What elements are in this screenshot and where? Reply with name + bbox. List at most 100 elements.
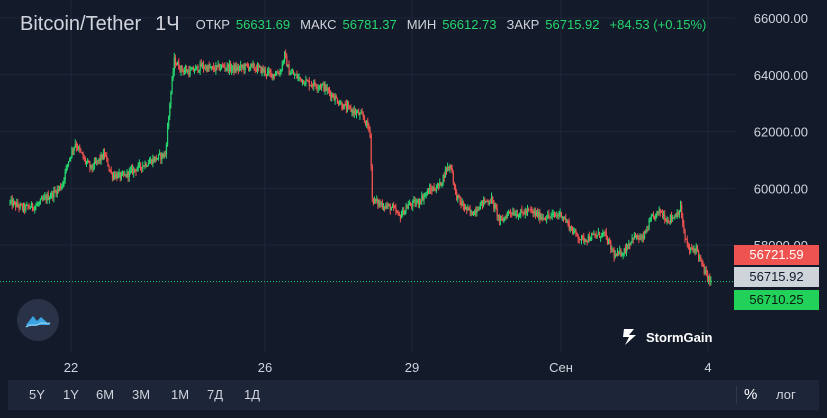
candle-body (335, 96, 337, 99)
range-button-6m[interactable]: 6M (96, 387, 115, 402)
candle-body (213, 66, 215, 70)
candle-body (683, 224, 685, 231)
candle-body (334, 96, 336, 101)
candle-body (18, 206, 20, 208)
candle-body (639, 237, 641, 240)
symbol-legend: Bitcoin/Tether 1Ч ОТКР 56631.69 МАКС 567… (20, 12, 716, 36)
candle-body (665, 220, 667, 222)
candle-body (555, 215, 557, 217)
candle-body (624, 248, 627, 253)
candle-body (195, 66, 197, 71)
candle-body (258, 65, 260, 67)
candle-body (447, 166, 449, 171)
candle-body (296, 74, 298, 79)
interval-label[interactable]: 1Ч (155, 12, 180, 35)
candle-body (270, 72, 272, 74)
candle-body (361, 112, 363, 115)
candle-body (674, 215, 676, 219)
candle-body (345, 104, 348, 110)
candle-body (133, 168, 135, 174)
candle-body (295, 74, 297, 76)
candle-body (243, 66, 245, 70)
candle-body (298, 77, 300, 79)
candle-body (245, 63, 247, 65)
candle-body (322, 83, 324, 85)
candle-body (469, 209, 471, 213)
logo-button[interactable] (17, 299, 59, 341)
candle-body (371, 166, 373, 199)
range-button-1y[interactable]: 1Y (63, 387, 79, 402)
candle-body (206, 66, 208, 72)
time-axis-label: 22 (64, 360, 78, 375)
log-scale-toggle[interactable]: лог (776, 387, 796, 402)
price-axis-label: 60000.00 (754, 181, 808, 196)
candle-body (300, 78, 303, 83)
candle-body (140, 163, 142, 168)
candle-body (106, 156, 108, 159)
candle-body (628, 243, 630, 249)
candle-body (590, 239, 592, 241)
candle-body (186, 69, 188, 73)
candle-body (461, 203, 463, 206)
candle-body (352, 110, 354, 114)
candle-body (611, 248, 613, 250)
candle-body (307, 80, 309, 82)
candle-body (84, 158, 87, 163)
candle-body (318, 86, 321, 88)
candle-body (599, 232, 601, 238)
candle-body (514, 215, 516, 217)
range-button-1d[interactable]: 1Д (244, 387, 261, 402)
candle-body (176, 64, 178, 66)
candle-body (111, 173, 114, 178)
candle-body (268, 70, 270, 72)
candle-body (453, 182, 456, 186)
candle-body (218, 64, 220, 70)
candle-body (691, 247, 693, 249)
candle-body (25, 205, 27, 211)
candle-body (471, 211, 474, 216)
candle-body (496, 208, 498, 217)
candle-body (394, 207, 396, 209)
candle-body (564, 218, 566, 220)
range-button-5y[interactable]: 5Y (29, 387, 45, 402)
candle-body (709, 275, 711, 282)
candle-body (255, 69, 258, 72)
candle-body (208, 65, 210, 68)
candle-body (27, 204, 29, 207)
candle-body (410, 202, 412, 205)
candle-body (41, 198, 43, 200)
candle-body (568, 221, 570, 230)
candle-body (43, 197, 45, 200)
candle-body (124, 174, 126, 176)
toolbar-divider (736, 386, 737, 404)
candle-body (79, 146, 81, 150)
candle-body (170, 92, 172, 105)
candle-body (260, 66, 262, 73)
candle-body (24, 204, 26, 211)
range-button-7d[interactable]: 7Д (207, 387, 224, 402)
candle-body (26, 204, 28, 206)
candle-body (285, 52, 287, 56)
candle-body (182, 70, 184, 72)
candle-body (533, 211, 535, 214)
candle-body (640, 237, 642, 239)
candle-body (227, 64, 229, 72)
range-button-3m[interactable]: 3M (132, 387, 151, 402)
candle-body (588, 235, 591, 241)
candle-body (429, 187, 431, 194)
percent-scale-toggle[interactable]: % (744, 386, 758, 403)
candle-body (407, 205, 409, 209)
candle-body (224, 66, 226, 69)
candle-body (88, 161, 90, 163)
candle-body (96, 160, 98, 163)
candle-body (405, 207, 407, 211)
candle-body (199, 63, 201, 71)
candle-body (574, 229, 576, 232)
candle-body (673, 217, 675, 219)
candle-body (655, 213, 657, 220)
candle-body (64, 171, 66, 180)
candle-body (263, 69, 265, 72)
range-button-1m[interactable]: 1M (171, 387, 190, 402)
